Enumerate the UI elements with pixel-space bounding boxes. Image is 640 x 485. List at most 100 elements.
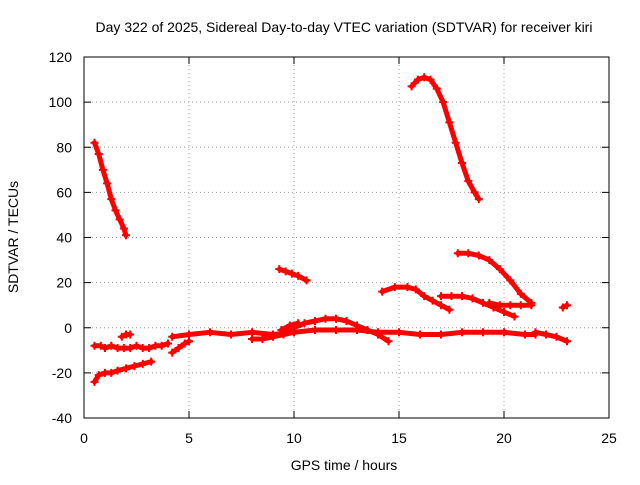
data-point (94, 150, 103, 159)
data-point (485, 298, 494, 307)
y-tick-label: 100 (49, 94, 73, 110)
data-point (395, 328, 403, 337)
data-point (458, 328, 466, 337)
data-point (416, 330, 424, 339)
data-point (374, 330, 382, 339)
data-point (96, 341, 105, 350)
data-point (164, 339, 172, 348)
y-axis-label: SDTVAR / TECUs (5, 181, 21, 293)
y-tick-label: 80 (56, 139, 72, 155)
data-point (277, 326, 286, 335)
data-point (130, 362, 139, 371)
data-point (90, 377, 99, 386)
data-point (428, 296, 437, 305)
data-point (445, 118, 454, 127)
y-tick-label: -20 (52, 365, 72, 381)
data-point (558, 303, 567, 312)
x-tick-label: 5 (185, 430, 193, 446)
x-tick-label: 25 (601, 430, 617, 446)
data-point (411, 285, 420, 294)
data-point (168, 348, 177, 357)
data-point (248, 328, 256, 337)
data-point (302, 276, 311, 285)
data-point (281, 267, 290, 276)
x-axis-label: GPS time / hours (291, 457, 398, 473)
data-point (437, 330, 445, 339)
y-tick-label: 20 (56, 275, 72, 291)
series-arc-evening-high (453, 249, 536, 307)
series-arc-short-hump (277, 319, 303, 335)
series-arc-late-lower (531, 328, 571, 346)
series-arc-twenty-five (275, 265, 311, 285)
data-point (107, 195, 116, 204)
data-point (342, 316, 351, 325)
axis-layer: 0 5 10 15 20 25 -40 -20 0 20 40 60 80 100 120 (49, 49, 617, 446)
data-point (407, 82, 416, 91)
y-tick-label: 60 (56, 184, 72, 200)
data-point (485, 256, 494, 265)
data-point (332, 326, 340, 335)
data-point (363, 326, 372, 335)
data-point (119, 224, 128, 233)
data-point (516, 289, 525, 298)
x-tick-label: 10 (286, 430, 302, 446)
data-point (495, 301, 504, 310)
data-point (275, 265, 284, 274)
series-line (169, 338, 192, 356)
data-point (122, 231, 130, 240)
y-tick-label: 120 (49, 49, 73, 65)
data-point (294, 319, 303, 328)
data-point (126, 344, 135, 353)
y-tick-label: 40 (56, 230, 72, 246)
data-point (107, 341, 116, 350)
data-point (506, 276, 515, 285)
data-point (94, 371, 103, 380)
data-point (111, 206, 120, 215)
data-point (413, 75, 422, 84)
data-point (103, 179, 112, 188)
data-point (531, 328, 540, 337)
series-arc-fourteen (437, 292, 519, 321)
data-point (227, 330, 235, 339)
data-point (378, 287, 387, 296)
series-arc-peak (407, 73, 483, 204)
data-point (420, 73, 429, 82)
chart-title: Day 322 of 2025, Sidereal Day-to-day VTE… (96, 19, 593, 35)
data-point (432, 84, 441, 93)
data-point (321, 314, 330, 323)
data-point (101, 344, 109, 353)
series-arc-dip (168, 337, 193, 357)
data-point (516, 301, 525, 310)
data-point (126, 330, 135, 339)
data-point (464, 249, 473, 258)
x-tick-label: 0 (80, 430, 88, 446)
data-point (563, 301, 571, 310)
data-point (458, 159, 466, 168)
data-point (117, 332, 126, 341)
data-point (506, 301, 515, 310)
data-point (122, 364, 130, 373)
series-arc-hump-eighteen (378, 283, 454, 314)
data-point (453, 249, 462, 258)
data-point (311, 326, 319, 335)
data-point (390, 283, 399, 292)
data-point (180, 339, 189, 348)
data-point (287, 269, 296, 278)
data-point (294, 271, 303, 280)
data-point (426, 75, 435, 84)
data-point (500, 328, 508, 337)
y-tick-label: 0 (64, 320, 72, 336)
data-point (420, 292, 429, 301)
data-layer (90, 73, 571, 386)
data-point (168, 332, 177, 341)
data-point (552, 332, 561, 341)
data-point (174, 344, 183, 353)
data-point (479, 328, 487, 337)
data-point (447, 292, 456, 301)
data-point (464, 177, 473, 186)
data-point (437, 301, 445, 310)
data-point (147, 357, 156, 366)
